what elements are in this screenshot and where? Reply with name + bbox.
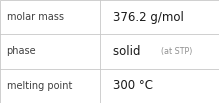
Text: molar mass: molar mass — [7, 12, 64, 22]
Text: 300 °C: 300 °C — [113, 79, 153, 92]
Text: phase: phase — [7, 46, 36, 57]
Text: solid: solid — [113, 45, 148, 58]
Text: melting point: melting point — [7, 81, 72, 91]
Text: 376.2 g/mol: 376.2 g/mol — [113, 11, 184, 24]
Text: (at STP): (at STP) — [161, 47, 193, 56]
